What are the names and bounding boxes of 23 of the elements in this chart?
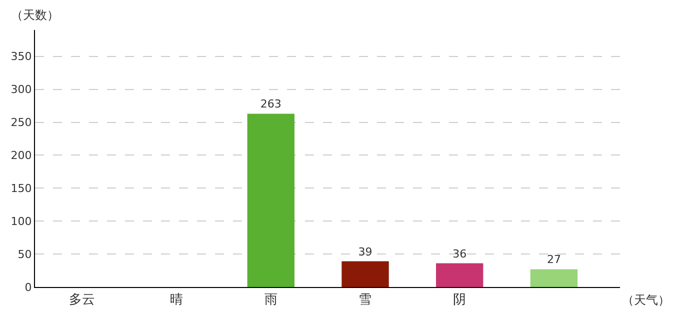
- data-label: 39: [358, 245, 372, 258]
- y-tick-label: 250: [10, 116, 32, 130]
- y-tick-label: 300: [10, 83, 32, 96]
- data-label: 36: [452, 247, 467, 260]
- x-tick-label: 多云: [69, 292, 96, 308]
- y-tick-label: 150: [10, 182, 32, 195]
- data-label: 27: [546, 253, 561, 266]
- x-tick-label: 晴: [170, 292, 184, 308]
- x-tick-label: 雪: [358, 292, 372, 308]
- x-axis-title: （天气）: [622, 293, 670, 307]
- y-tick-label: 50: [18, 248, 32, 261]
- y-axis-title: （天数）: [11, 8, 59, 22]
- bar: [530, 269, 578, 287]
- data-label: 263: [260, 98, 282, 111]
- x-tick-label: 阴: [453, 292, 466, 308]
- y-tick-label: 100: [10, 214, 32, 228]
- y-tick-label: 350: [10, 50, 32, 64]
- y-tick-label: 0: [24, 280, 32, 294]
- y-tick-label: 200: [10, 149, 32, 162]
- bar: [342, 261, 389, 287]
- x-tick-label: 雨: [264, 292, 278, 308]
- bar: [436, 263, 484, 287]
- bar: [247, 114, 294, 287]
